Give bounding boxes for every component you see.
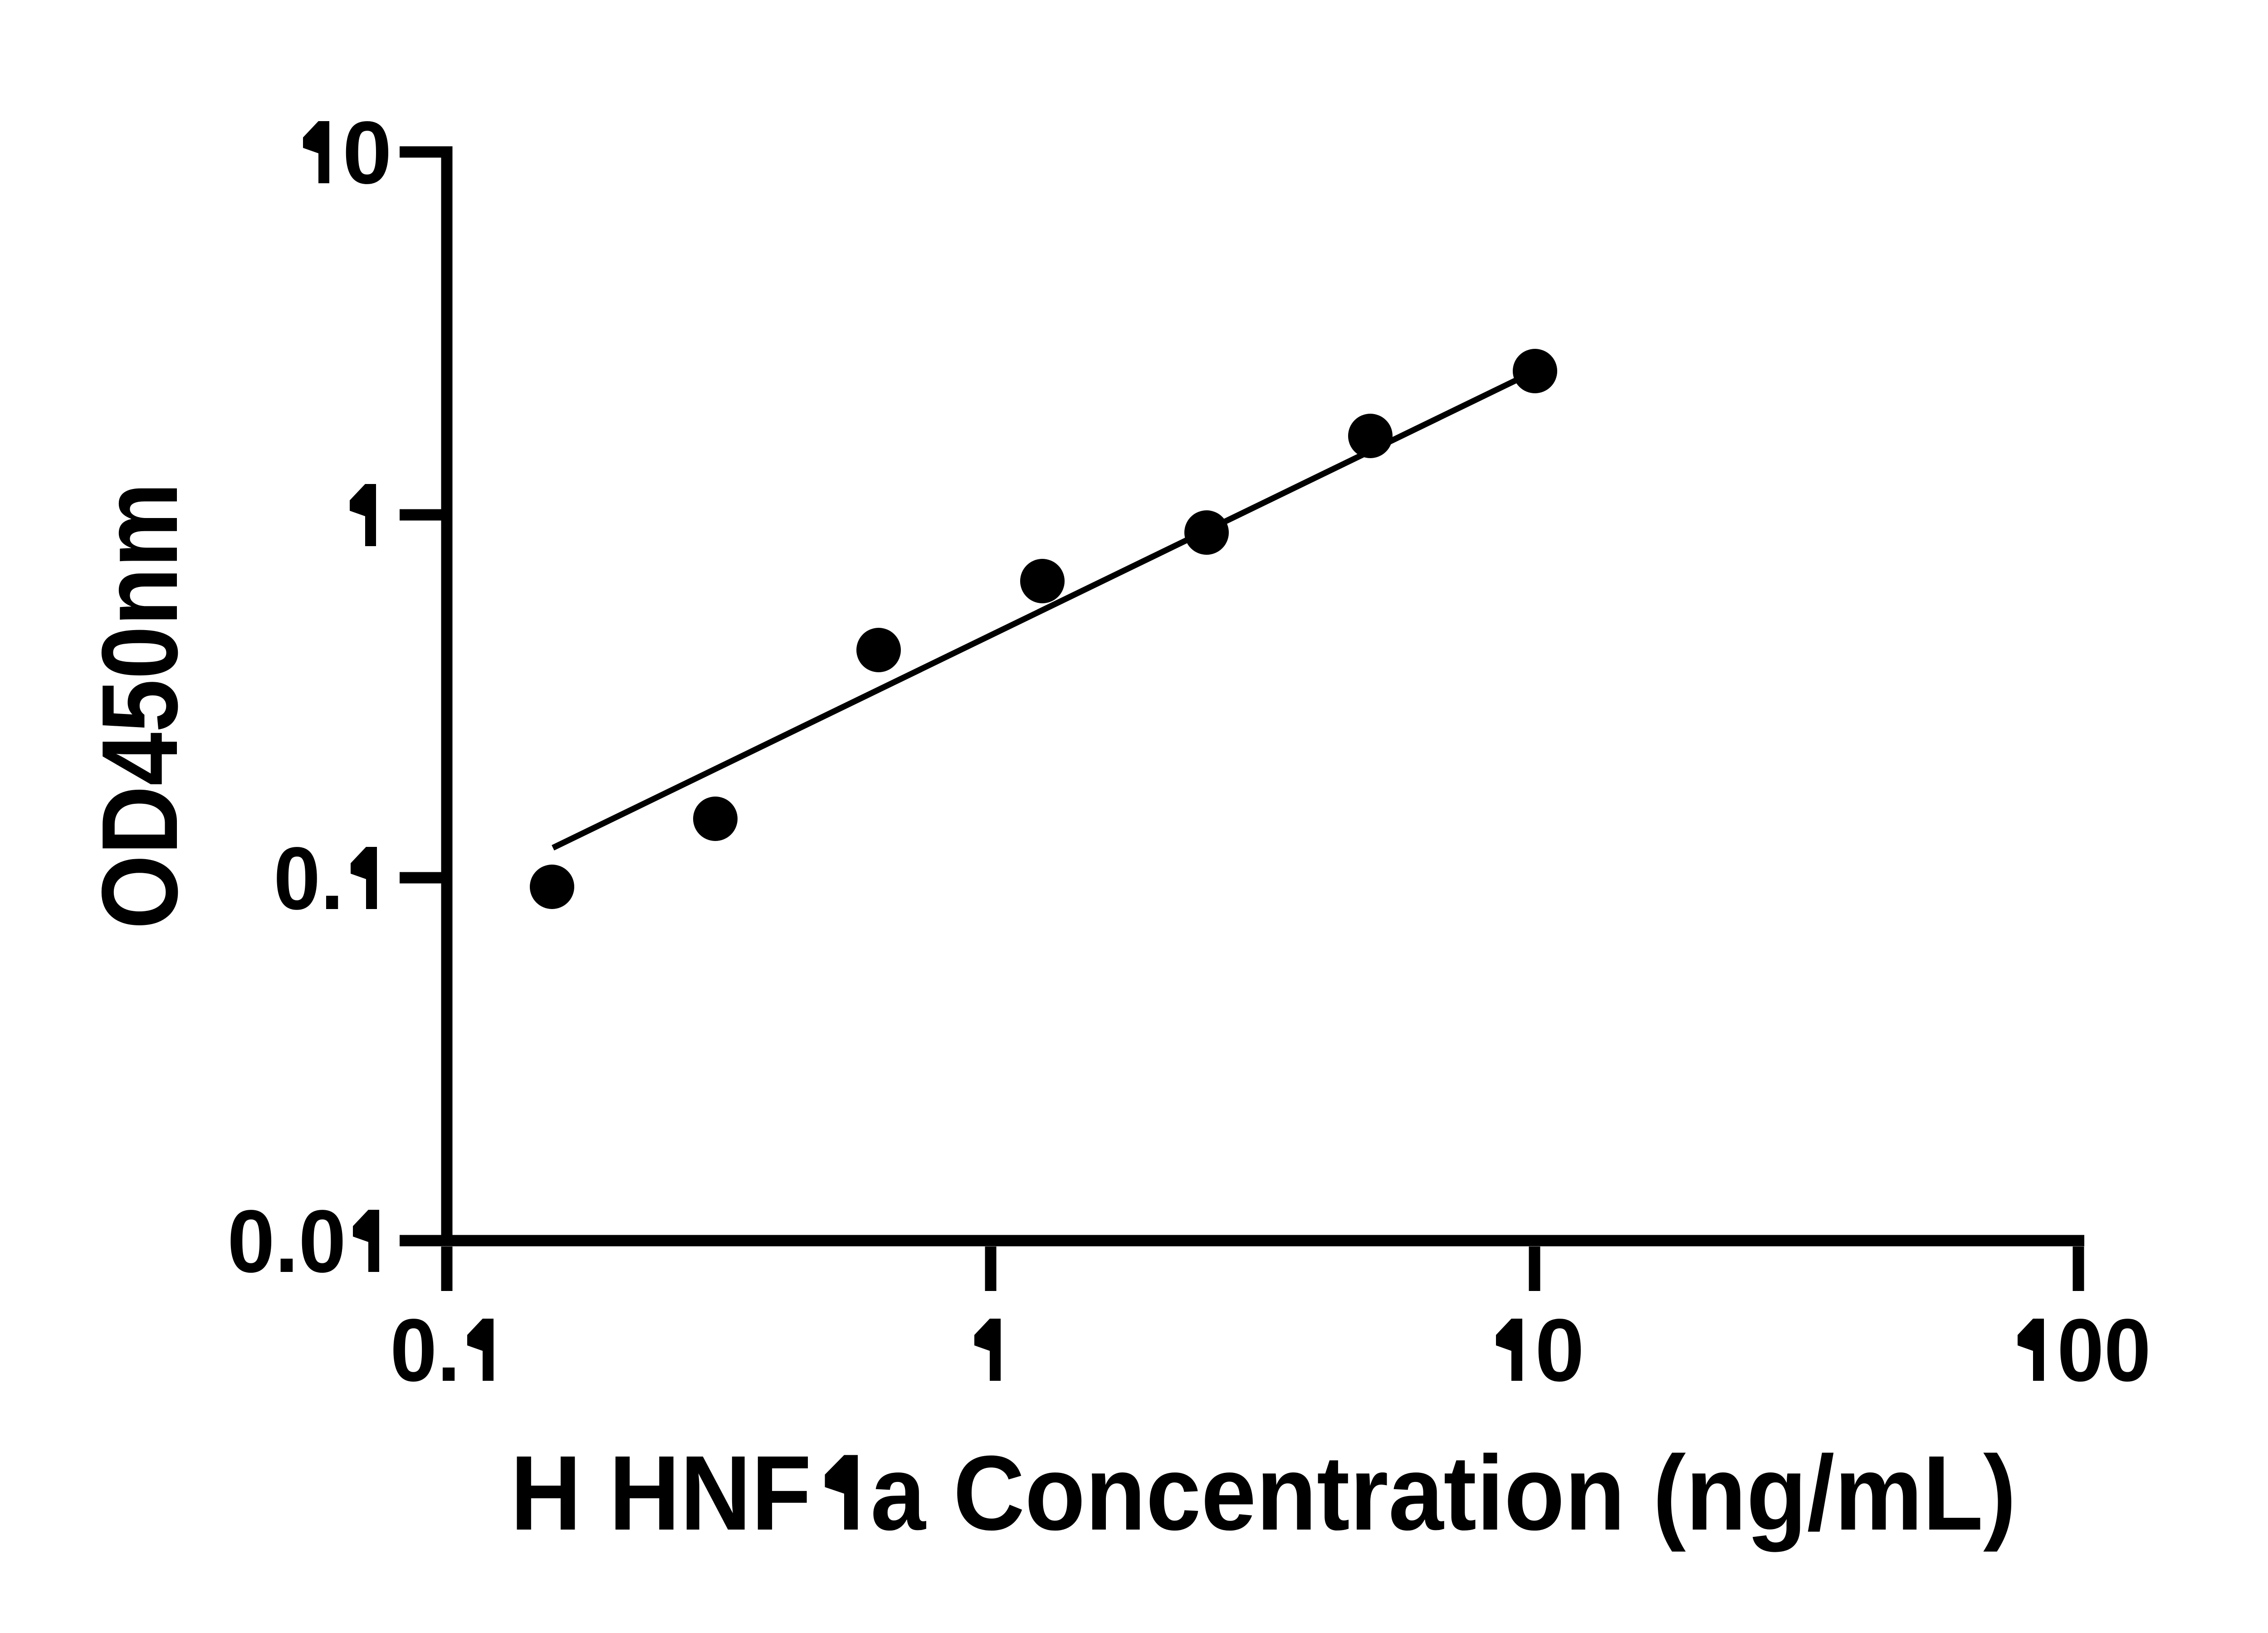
svg-text:0.0: 0.0 bbox=[227, 1192, 346, 1291]
svg-text:0: 0 bbox=[342, 103, 392, 202]
svg-text:00: 00 bbox=[2057, 1301, 2151, 1400]
svg-text:H HNF: H HNF bbox=[510, 1433, 811, 1552]
svg-text:0: 0 bbox=[1535, 1301, 1584, 1400]
svg-text:a Concentration (ng/mL): a Concentration (ng/mL) bbox=[870, 1433, 2016, 1552]
svg-text:0.: 0. bbox=[390, 1301, 460, 1400]
svg-text:0.: 0. bbox=[274, 829, 344, 928]
svg-text:OD450nm: OD450nm bbox=[80, 483, 200, 929]
